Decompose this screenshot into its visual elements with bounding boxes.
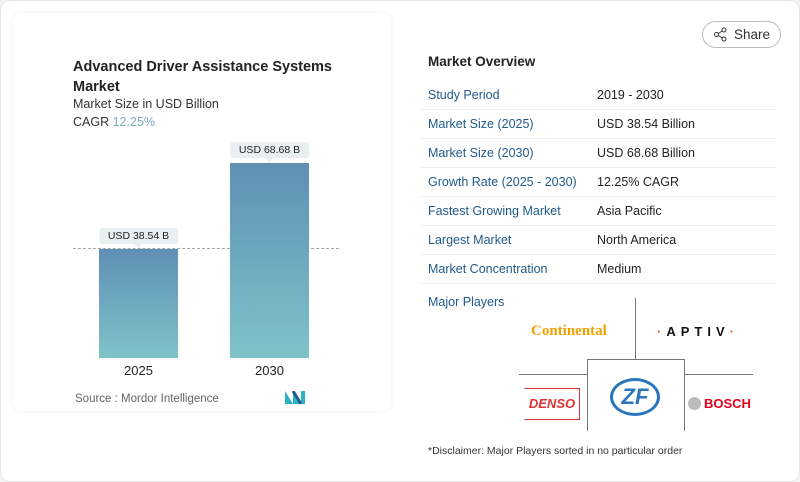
row-value: USD 38.54 Billion: [597, 117, 695, 131]
overview-row: Growth Rate (2025 - 2030) 12.25% CAGR: [419, 168, 776, 197]
x-tick-label: 2025: [124, 363, 153, 378]
overview-title: Market Overview: [428, 54, 536, 69]
divider: [684, 374, 753, 375]
overview-row: Market Concentration Medium: [419, 255, 776, 284]
row-label: Growth Rate (2025 - 2030): [428, 175, 577, 189]
cagr-value: 12.25%: [112, 115, 156, 129]
row-label: Market Size (2025): [428, 117, 534, 131]
share-icon: [713, 27, 727, 42]
row-value: 2019 - 2030: [597, 88, 664, 102]
overview-row: Fastest Growing Market Asia Pacific: [419, 197, 776, 226]
share-label: Share: [733, 27, 771, 42]
logo-aptiv: ·APTIV·: [657, 324, 739, 339]
logo-bosch: BOSCH: [688, 396, 751, 411]
bar-2030: [230, 163, 309, 358]
row-label: Market Concentration: [428, 262, 548, 276]
cagr-label: CAGR: [73, 115, 110, 129]
row-value: Asia Pacific: [597, 204, 662, 218]
overview-row: Largest Market North America: [419, 226, 776, 255]
source: Source : Mordor Intelligence: [75, 393, 219, 405]
row-value: USD 68.68 Billion: [597, 146, 695, 160]
row-value: 12.25% CAGR: [597, 175, 679, 189]
row-label: Market Size (2030): [428, 146, 534, 160]
logo-denso: DENSO: [524, 388, 580, 420]
divider: [635, 298, 636, 359]
row-label: Study Period: [428, 88, 500, 102]
overview-row: Market Size (2030) USD 68.68 Billion: [419, 139, 776, 168]
mordor-logo-icon: [285, 391, 305, 404]
logo-continental: Continental: [531, 323, 607, 339]
overview-row: Market Size (2025) USD 38.54 Billion: [419, 110, 776, 139]
logo-zf: ZF: [610, 378, 660, 416]
overview-row: Study Period 2019 - 2030: [419, 81, 776, 110]
row-value: North America: [597, 233, 677, 247]
data-label: USD 38.54 B: [98, 227, 179, 248]
reference-line: [73, 248, 339, 249]
x-tick-label: 2030: [255, 363, 284, 378]
bosch-emblem-icon: [688, 397, 701, 410]
bar-2025: [99, 248, 178, 358]
row-value: Medium: [597, 262, 642, 276]
chart-title: Advanced Driver Assistance Systems Marke…: [73, 59, 332, 95]
data-label: USD 68.68 B: [229, 142, 310, 162]
chart-subtitle: Market Size in USD Billion: [73, 97, 219, 111]
row-label: Fastest Growing Market: [428, 204, 561, 218]
cagr: CAGR 12.25%: [73, 115, 155, 129]
chart-panel: [13, 13, 391, 411]
share-button[interactable]: Share: [702, 21, 781, 48]
disclaimer: *Disclaimer: Major Players sorted in no …: [428, 445, 683, 457]
divider: [519, 374, 587, 375]
zf-box: [587, 359, 685, 431]
major-players-title: Major Players: [428, 295, 505, 309]
row-label: Largest Market: [428, 233, 512, 247]
